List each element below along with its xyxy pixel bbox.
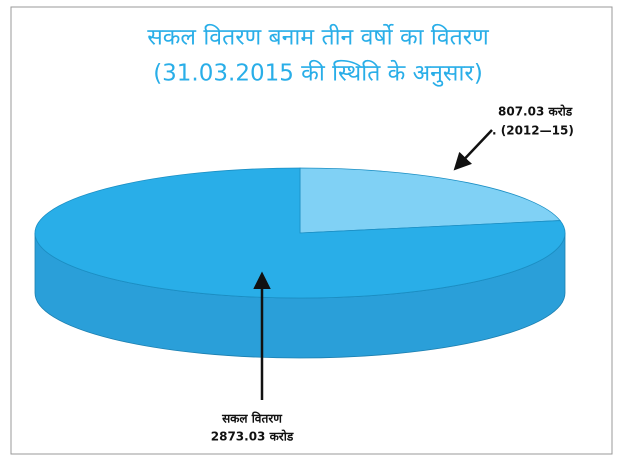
pie-slice bbox=[34, 167, 566, 299]
chart-title: सकल वितरण बनाम तीन वर्षो का वितरण bbox=[147, 24, 489, 51]
category-label: सकल वितरण bbox=[221, 412, 283, 426]
value-label: 2873.03 करोड bbox=[211, 430, 294, 444]
pointer-arrow bbox=[453, 129, 493, 171]
category-label: . (2012—15) bbox=[492, 124, 574, 138]
pie bbox=[34, 167, 566, 359]
chart-subtitle: (31.03.2015 की स्थिति के अनुसार) bbox=[153, 60, 483, 88]
value-label: 807.03 करोड bbox=[498, 105, 573, 119]
pie-slice bbox=[299, 167, 561, 234]
